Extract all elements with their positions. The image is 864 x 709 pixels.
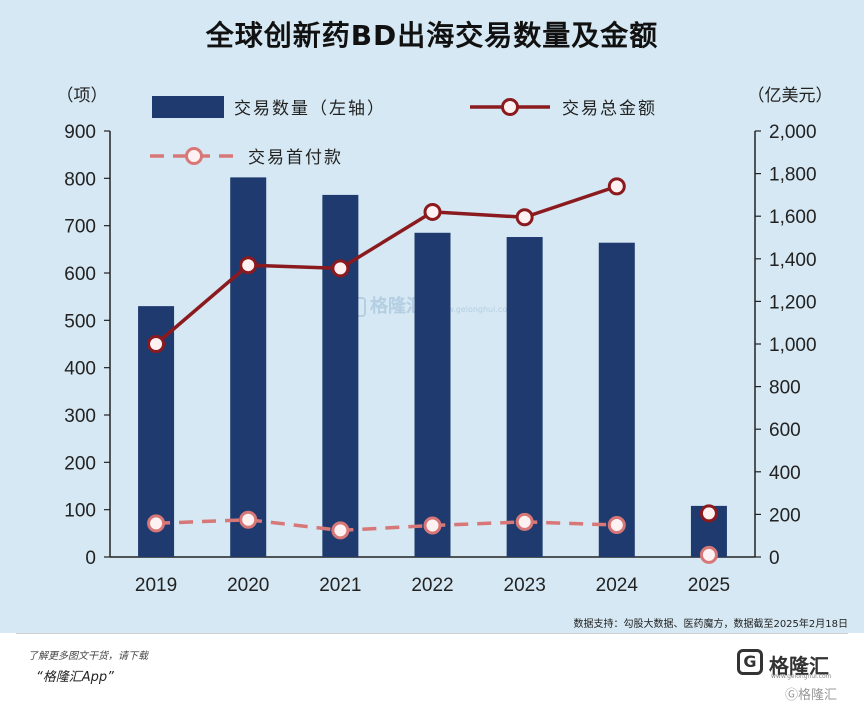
- line-series: [147, 177, 718, 564]
- left-axis-tick-label: 500: [64, 311, 96, 332]
- total-amount-point: [699, 504, 718, 523]
- left-axis-tick-label: 900: [64, 122, 96, 143]
- legend-downpayment-label: 交易首付款: [248, 148, 343, 168]
- x-axis-tick-label: 2021: [319, 575, 361, 596]
- right-axis-tick-label: 1,200: [769, 292, 817, 313]
- bar: [230, 177, 267, 558]
- bar-series: [138, 177, 727, 558]
- chart-svg: 0 100 200 300 400 500 600 700 800 900 （项） 0 200 400 60…: [57, 86, 833, 596]
- axes: 0 100 200 300 400 500 600 700 800 900 （项） 0 200 400 60…: [57, 86, 833, 596]
- downpayment-point: [699, 545, 718, 564]
- total-amount-line: [154, 184, 618, 346]
- x-axis-tick-label: 2020: [227, 575, 269, 596]
- x-axis-tick-label: 2019: [135, 575, 177, 596]
- left-axis-tick-label: 800: [64, 169, 96, 190]
- divider: [16, 633, 848, 634]
- total-amount-point: [331, 259, 350, 278]
- corner-logo-text: 格隆汇: [798, 688, 838, 703]
- brand-g-icon: G: [737, 649, 763, 675]
- legend-total-swatch-marker: [501, 98, 519, 116]
- downpayment-point: [239, 510, 258, 529]
- legend-bar-swatch: [152, 96, 224, 118]
- watermark-url: www.gelonghui.com: [434, 305, 515, 314]
- right-axis-tick-label: 1,800: [769, 165, 817, 186]
- downpayment-point: [147, 514, 166, 533]
- total-amount-point: [239, 256, 258, 275]
- right-axis-tick-label: 800: [769, 378, 801, 399]
- left-axis-tick-label: 100: [64, 501, 96, 522]
- chart-title: 全球创新药BD出海交易数量及金额: [205, 19, 659, 52]
- right-axis-tick-label: 0: [769, 548, 780, 569]
- brand-logo[interactable]: G 格隆汇 www.gelonghui.com: [737, 649, 847, 680]
- legend-bar-label: 交易数量（左轴）: [234, 99, 386, 119]
- brand-logo-url: www.gelonghui.com: [771, 673, 832, 680]
- corner-g-icon: Ⓖ: [785, 688, 799, 703]
- bar: [506, 237, 543, 557]
- right-axis-tick-label: 600: [769, 420, 801, 441]
- x-axis-tick-label: 2024: [596, 575, 639, 596]
- downpayment-point: [331, 521, 350, 540]
- right-axis-tick-label: 1,000: [769, 335, 817, 356]
- left-axis-tick-label: 400: [64, 359, 96, 380]
- right-axis-tick-label: 400: [769, 463, 801, 484]
- downpayment-point: [515, 512, 534, 531]
- left-axis-tick-label: 700: [64, 217, 96, 238]
- left-axis-tick-label: 600: [64, 264, 96, 285]
- x-axis-tick-label: 2023: [504, 575, 546, 596]
- right-axis-tick-label: 1,400: [769, 250, 817, 271]
- bar: [414, 232, 451, 557]
- right-axis-tick-label: 200: [769, 505, 801, 526]
- x-axis-tick-label: 2025: [688, 575, 730, 596]
- left-axis-tick-label: 0: [85, 548, 96, 569]
- downpayment-point: [423, 516, 442, 535]
- total-amount-point: [515, 208, 534, 227]
- left-axis-unit: （项）: [57, 86, 108, 106]
- total-amount-point: [423, 202, 442, 221]
- brand-logo-text: 格隆汇: [769, 654, 829, 678]
- left-axis-tick-label: 200: [64, 453, 96, 474]
- downpayment-line: [156, 517, 617, 533]
- source-note: 数据支持：勾股大数据、医药魔方，数据截至2025年2月18日: [573, 619, 848, 630]
- watermark-text: 格隆汇: [370, 296, 424, 317]
- legend-downpayment-swatch-marker: [185, 147, 203, 165]
- bar: [322, 194, 359, 557]
- right-axis-tick-label: 1,600: [769, 207, 817, 228]
- bar: [598, 242, 635, 557]
- promo-line-1: 了解更多图文干货，请下载: [28, 651, 148, 662]
- left-axis-tick-label: 300: [64, 406, 96, 427]
- total-amount-point: [607, 177, 626, 196]
- total-amount-point: [147, 335, 166, 353]
- brand-watermark-corner: Ⓖ格隆汇: [785, 684, 837, 703]
- downpayment-point: [607, 516, 626, 535]
- right-axis-unit: （亿美元）: [748, 86, 833, 106]
- right-axis-tick-label: 2,000: [769, 122, 817, 143]
- promo-line-2: “格隆汇App”: [36, 670, 114, 685]
- legend-total-label: 交易总金额: [562, 99, 657, 119]
- x-axis-tick-label: 2022: [411, 575, 453, 596]
